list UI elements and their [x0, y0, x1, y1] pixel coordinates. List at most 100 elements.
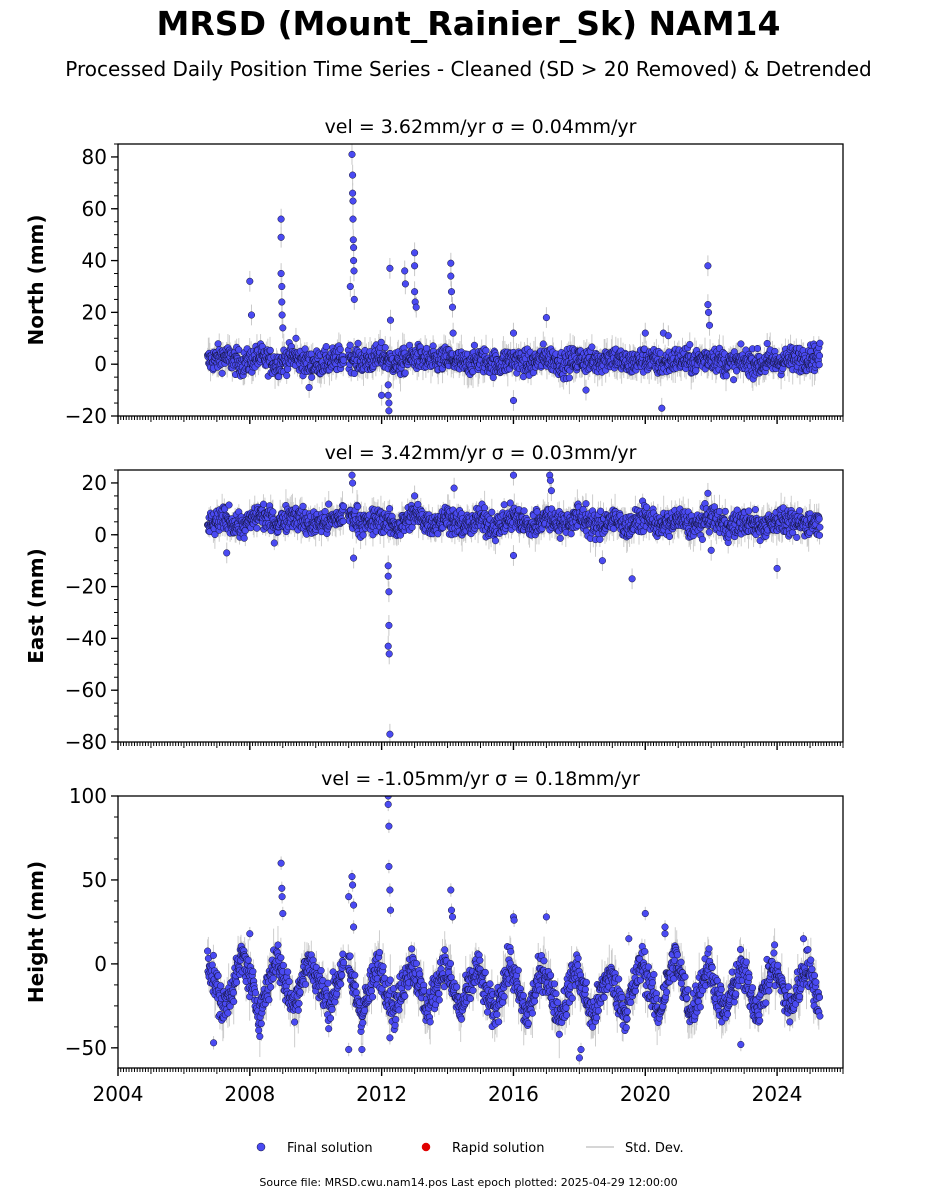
- final-solution-point: [277, 269, 285, 278]
- final-solution-point: [542, 314, 550, 322]
- y-tick-label: 0: [94, 352, 107, 376]
- east-final-solution-points: [204, 471, 824, 738]
- final-solution-point: [533, 508, 541, 516]
- final-solution-point: [434, 530, 442, 538]
- final-solution-point: [565, 374, 573, 382]
- y-tick-label: 60: [82, 197, 107, 221]
- final-solution-point: [556, 534, 564, 542]
- final-solution-point: [470, 341, 478, 349]
- y-tick-label: 80: [82, 145, 107, 169]
- final-solution-point: [567, 530, 575, 538]
- final-solution-point: [705, 321, 714, 329]
- north-plot-area: [204, 144, 824, 416]
- final-solution-point: [299, 502, 307, 510]
- final-solution-point: [350, 257, 358, 265]
- y-tick-label: −20: [65, 404, 107, 428]
- final-solution-point: [411, 262, 419, 270]
- final-solution-point: [401, 369, 409, 377]
- final-solution-point: [519, 373, 527, 381]
- final-solution-point: [722, 372, 730, 380]
- final-solution-point: [506, 499, 514, 507]
- final-solution-point: [259, 500, 268, 508]
- final-solution-point: [610, 525, 618, 533]
- final-solution-point: [266, 346, 274, 354]
- north-velocity-title: vel = 3.62mm/yr σ = 0.04mm/yr: [325, 116, 637, 138]
- final-solution-point: [253, 524, 261, 532]
- final-solution-point: [218, 369, 226, 377]
- final-solution-point: [246, 277, 254, 285]
- final-solution-point: [664, 332, 672, 340]
- final-solution-point: [346, 341, 354, 349]
- figure-title: MRSD (Mount_Rainier_Sk) NAM14: [156, 4, 781, 43]
- final-solution-point: [509, 396, 518, 405]
- final-solution-point: [509, 329, 518, 337]
- final-solution-point: [386, 264, 394, 272]
- y-tick-label: 20: [82, 300, 107, 324]
- final-solution-point: [269, 508, 277, 516]
- final-solution-point: [277, 215, 285, 223]
- final-solution-point: [449, 329, 457, 337]
- final-solution-point: [211, 530, 219, 539]
- final-solution-point: [396, 531, 405, 539]
- final-solution-point: [384, 381, 392, 389]
- final-solution-point: [385, 407, 393, 415]
- final-solution-point: [225, 501, 233, 509]
- final-solution-point: [597, 507, 605, 515]
- final-solution-point: [815, 361, 823, 369]
- north-std-dev-bars: [207, 144, 821, 416]
- final-solution-point: [753, 344, 762, 353]
- final-solution-point: [641, 329, 649, 337]
- final-solution-point: [582, 386, 590, 394]
- final-solution-point: [305, 383, 313, 392]
- final-solution-point: [308, 373, 316, 381]
- final-solution-point: [401, 267, 409, 275]
- final-solution-point: [339, 517, 347, 525]
- final-solution-point: [247, 311, 256, 319]
- final-solution-point: [412, 303, 420, 311]
- final-solution-point: [447, 272, 455, 280]
- final-solution-point: [704, 308, 713, 316]
- final-solution-point: [277, 233, 285, 241]
- final-solution-point: [520, 507, 528, 515]
- final-solution-point: [214, 340, 222, 348]
- final-solution-point: [346, 282, 354, 291]
- final-solution-point: [489, 373, 497, 382]
- north-axis-label: North (mm): [24, 214, 48, 345]
- north-final-solution-points: [204, 150, 824, 415]
- final-solution-point: [278, 311, 286, 319]
- final-solution-point: [686, 341, 694, 349]
- final-solution-point: [301, 345, 309, 353]
- final-solution-point: [378, 391, 386, 399]
- final-solution-point: [596, 535, 604, 543]
- final-solution-point: [349, 215, 357, 223]
- final-solution-point: [815, 352, 824, 360]
- final-solution-point: [763, 339, 771, 348]
- final-solution-point: [336, 345, 344, 353]
- final-solution-point: [447, 259, 455, 267]
- final-solution-point: [322, 343, 330, 351]
- final-solution-point: [588, 343, 596, 351]
- final-solution-point: [270, 539, 278, 547]
- final-solution-point: [658, 404, 666, 412]
- final-solution-point: [340, 356, 348, 364]
- final-solution-point: [235, 346, 243, 354]
- final-solution-point: [278, 298, 286, 306]
- final-solution-point: [279, 324, 287, 332]
- final-solution-point: [384, 391, 392, 399]
- final-solution-point: [349, 189, 357, 197]
- final-solution-point: [359, 531, 367, 539]
- final-solution-point: [539, 340, 547, 348]
- final-solution-point: [730, 376, 738, 384]
- final-solution-point: [385, 399, 393, 407]
- east-plot-area: [204, 470, 824, 742]
- final-solution-point: [340, 502, 348, 510]
- final-solution-point: [354, 502, 362, 511]
- final-solution-point: [737, 340, 745, 348]
- final-solution-point: [447, 288, 456, 296]
- final-solution-point: [283, 371, 291, 380]
- final-solution-point: [292, 334, 300, 342]
- final-solution-point: [350, 369, 358, 378]
- y-tick-label: 40: [82, 249, 107, 273]
- final-solution-point: [386, 316, 395, 324]
